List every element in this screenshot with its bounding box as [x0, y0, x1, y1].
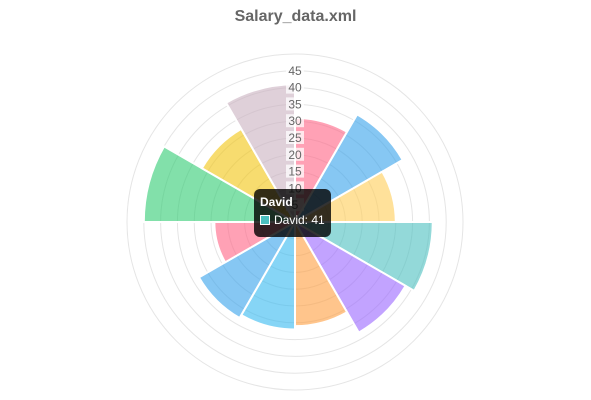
tick-label-15: 15	[288, 165, 302, 179]
tick-label-20: 20	[288, 148, 302, 162]
tooltip-title: David	[260, 195, 293, 209]
tick-label-backdrop	[286, 80, 304, 94]
tick-label-40: 40	[288, 81, 302, 95]
tick-label-30: 30	[288, 114, 302, 128]
tick-label-backdrop	[286, 147, 304, 161]
tick-label-backdrop	[286, 114, 304, 128]
tooltip-body: David: 41	[260, 213, 325, 227]
tick-label-35: 35	[288, 97, 302, 111]
tooltip-value: David: 41	[274, 213, 325, 227]
grid-circle-10	[126, 53, 464, 391]
tick-label-45: 45	[288, 64, 302, 78]
tick-label-backdrop	[286, 131, 304, 144]
tick-label-backdrop	[286, 97, 304, 111]
sector-D[interactable]	[291, 221, 434, 293]
sector-E[interactable]	[292, 219, 407, 334]
sector-H[interactable]	[197, 219, 298, 320]
tick-label-backdrop	[286, 63, 304, 77]
tick-label-backdrop	[286, 164, 304, 178]
tick-label-25: 25	[288, 131, 302, 145]
chart-tooltip: David David: 41	[254, 189, 331, 237]
tooltip-color-swatch	[260, 215, 270, 225]
chart-title: Salary_data.xml	[234, 8, 357, 25]
